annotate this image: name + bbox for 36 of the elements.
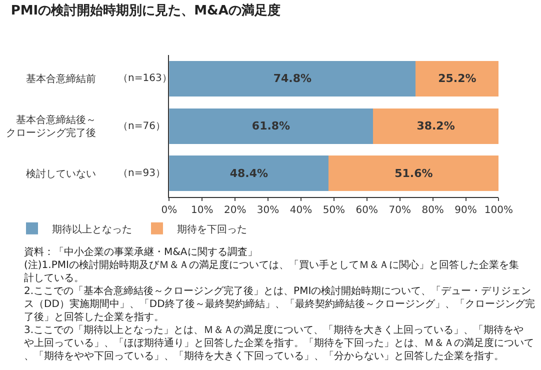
legend-label: 期待を下回った <box>177 223 247 236</box>
data-label: 61.8% <box>252 120 290 133</box>
data-label: 51.6% <box>394 166 433 180</box>
x-tick-label: 60% <box>356 205 378 216</box>
y2-tick-label: （n=163） <box>118 73 172 84</box>
bar <box>372 108 499 144</box>
data-label: 38.2% <box>416 120 455 133</box>
y-tick-label: 検討していない <box>26 168 96 180</box>
y-tick-label: 基本合意締結前 <box>26 73 96 86</box>
data-label: 74.8% <box>273 72 312 86</box>
bar <box>169 108 373 144</box>
x-tick-label: 30% <box>256 205 280 216</box>
x-tick-label: 80% <box>422 205 444 216</box>
chart-title: PMIの検討開始時期別に見た、M&Aの満足度 <box>10 2 280 19</box>
text: (注)1.PMIの検討開始時期及びＭ＆Ａの満足度については、「買い手としてＭ＆Ａに関心」と回答した企業を集計している。 <box>24 259 519 284</box>
text: 3.ここでの「期待以上となった」とは、Ｍ＆Ａの満足度について、「期待を大きく上回っている」、「期待をやや上回っている」、「ほぼ期待通り」と回答した企業を指す。「期待を下回った」とは、Ｍ＆Ａの満足度について、「期待をやや下回っている」、「期待を大きく下回っている」、「分からない」と回答した企業を指す。 <box>24 324 534 362</box>
bar <box>169 156 329 192</box>
y2-tick-label: （n=93） <box>118 168 166 179</box>
x-tick-label: 20% <box>224 205 246 216</box>
x-tick-label: 10% <box>191 205 214 216</box>
text: 資料：「中小企業の事業承継・M&Aに関する調査」 <box>24 246 258 258</box>
x-tick-label: 0% <box>161 205 178 216</box>
bar <box>169 60 416 96</box>
x-tick-label: 90% <box>454 205 477 216</box>
y2-tick-label: （n=76） <box>118 121 166 132</box>
x-tick-label: 70% <box>388 205 411 216</box>
text: 2.ここでの「基本合意締結後～クロージング完了後」とは、PMIの検討開始時期について、「デュー・デリジェンス（DD）実施期間中」、「DD終了後～最終契約締結」、「最終契約締結後～クロージング」、「クロージング完了後」と回答した企業を指す。 <box>24 285 535 323</box>
bar <box>328 156 499 192</box>
x-tick-label: 100% <box>484 205 514 216</box>
x-tick-label: 40% <box>290 205 312 216</box>
data-label: 25.2% <box>438 72 476 86</box>
y-tick-label: 基本合意締結後～クロージング完了後 <box>6 114 96 140</box>
data-label: 48.4% <box>230 166 268 180</box>
legend-label: 期待以上となった <box>52 223 132 236</box>
bar <box>416 60 499 96</box>
x-tick-label: 50% <box>322 205 346 216</box>
